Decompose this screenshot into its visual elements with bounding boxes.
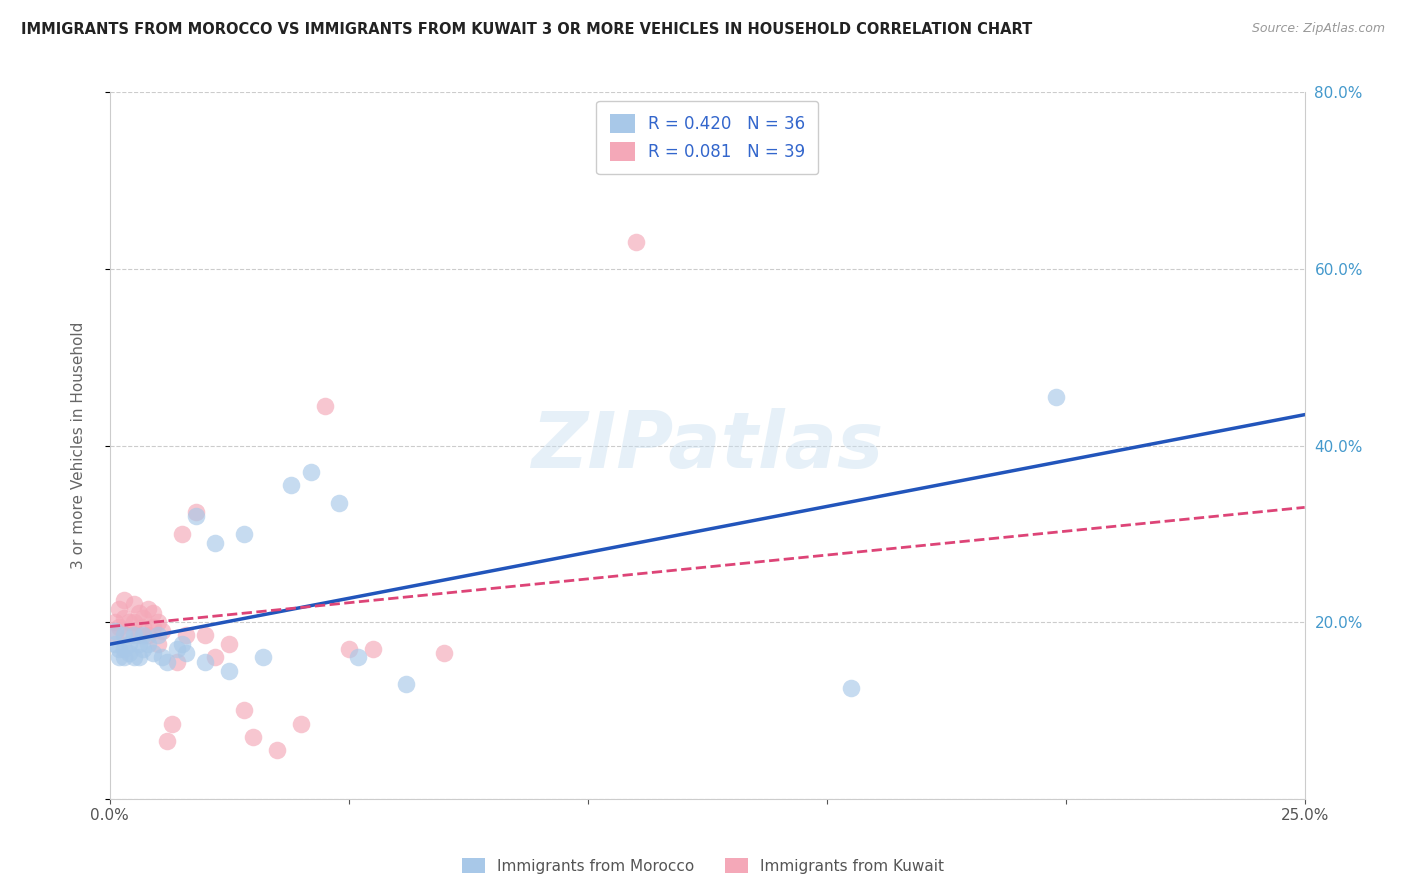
Point bbox=[142, 607, 165, 621]
Point bbox=[132, 611, 155, 625]
Point bbox=[184, 509, 207, 524]
Point bbox=[108, 641, 131, 656]
Point bbox=[108, 650, 131, 665]
Point bbox=[122, 615, 145, 629]
Point bbox=[328, 496, 350, 510]
Point bbox=[194, 655, 217, 669]
Point bbox=[395, 677, 418, 691]
Point bbox=[108, 602, 131, 616]
Y-axis label: 3 or more Vehicles in Household: 3 or more Vehicles in Household bbox=[72, 322, 86, 569]
Point bbox=[136, 637, 159, 651]
Point bbox=[104, 624, 127, 638]
Point bbox=[108, 619, 131, 633]
Point bbox=[128, 628, 150, 642]
Point bbox=[104, 628, 127, 642]
Point bbox=[146, 637, 169, 651]
Legend: R = 0.420   N = 36, R = 0.081   N = 39: R = 0.420 N = 36, R = 0.081 N = 39 bbox=[596, 101, 818, 174]
Text: ZIPatlas: ZIPatlas bbox=[531, 408, 883, 483]
Point bbox=[266, 743, 288, 757]
Point bbox=[122, 628, 145, 642]
Point bbox=[170, 526, 193, 541]
Point bbox=[337, 641, 360, 656]
Point bbox=[160, 716, 183, 731]
Point bbox=[184, 505, 207, 519]
Point bbox=[152, 624, 174, 638]
Point bbox=[146, 615, 169, 629]
Point bbox=[142, 646, 165, 660]
Point bbox=[176, 646, 198, 660]
Point bbox=[118, 615, 141, 629]
Point bbox=[252, 650, 274, 665]
Point bbox=[112, 641, 135, 656]
Point bbox=[280, 478, 302, 492]
Point bbox=[166, 655, 188, 669]
Point bbox=[299, 465, 322, 479]
Point bbox=[118, 637, 141, 651]
Point bbox=[122, 598, 145, 612]
Point bbox=[152, 650, 174, 665]
Point bbox=[232, 526, 254, 541]
Point bbox=[624, 235, 647, 250]
Point bbox=[1045, 390, 1067, 404]
Point bbox=[839, 681, 862, 696]
Point bbox=[290, 716, 312, 731]
Point bbox=[433, 646, 456, 660]
Point bbox=[170, 637, 193, 651]
Point bbox=[194, 628, 217, 642]
Point bbox=[112, 593, 135, 607]
Point bbox=[128, 650, 150, 665]
Point bbox=[361, 641, 384, 656]
Point bbox=[204, 535, 226, 549]
Point bbox=[232, 703, 254, 717]
Point bbox=[132, 619, 155, 633]
Point bbox=[142, 619, 165, 633]
Point bbox=[122, 650, 145, 665]
Point bbox=[118, 646, 141, 660]
Point bbox=[146, 628, 169, 642]
Point bbox=[112, 650, 135, 665]
Point bbox=[118, 628, 141, 642]
Point bbox=[112, 611, 135, 625]
Point bbox=[176, 628, 198, 642]
Point bbox=[132, 641, 155, 656]
Point bbox=[104, 637, 127, 651]
Point bbox=[218, 637, 240, 651]
Point bbox=[136, 628, 159, 642]
Text: IMMIGRANTS FROM MOROCCO VS IMMIGRANTS FROM KUWAIT 3 OR MORE VEHICLES IN HOUSEHOL: IMMIGRANTS FROM MOROCCO VS IMMIGRANTS FR… bbox=[21, 22, 1032, 37]
Point bbox=[104, 615, 127, 629]
Legend: Immigrants from Morocco, Immigrants from Kuwait: Immigrants from Morocco, Immigrants from… bbox=[456, 852, 950, 880]
Point bbox=[242, 730, 264, 744]
Point bbox=[204, 650, 226, 665]
Point bbox=[128, 607, 150, 621]
Point bbox=[347, 650, 370, 665]
Point bbox=[218, 664, 240, 678]
Point bbox=[314, 399, 336, 413]
Point bbox=[136, 602, 159, 616]
Point bbox=[128, 637, 150, 651]
Text: Source: ZipAtlas.com: Source: ZipAtlas.com bbox=[1251, 22, 1385, 36]
Point bbox=[156, 734, 179, 748]
Point bbox=[132, 628, 155, 642]
Point bbox=[112, 628, 135, 642]
Point bbox=[166, 641, 188, 656]
Point bbox=[156, 655, 179, 669]
